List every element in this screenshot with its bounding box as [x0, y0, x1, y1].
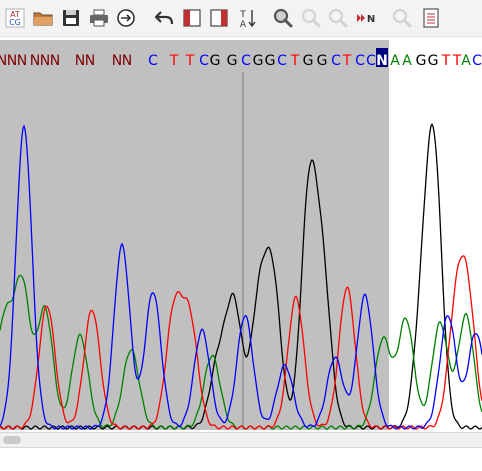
base-call[interactable]: C [199, 53, 209, 69]
magnifier-icon [273, 8, 293, 28]
zoom-button[interactable] [270, 5, 296, 31]
undo-button[interactable] [151, 5, 177, 31]
zoom-out-button[interactable] [325, 5, 351, 31]
trace-c [0, 124, 482, 430]
base-call[interactable]: C [277, 53, 287, 69]
base-call[interactable]: N [376, 53, 388, 69]
base-call[interactable]: T [441, 53, 451, 69]
trace-a [0, 274, 482, 430]
trim-right-button[interactable] [206, 5, 232, 31]
save-icon [63, 10, 79, 26]
next-n-button[interactable]: N [354, 5, 380, 31]
folder-icon [33, 12, 53, 26]
svg-text:A: A [240, 20, 247, 29]
svg-text:N: N [367, 14, 375, 25]
base-call[interactable]: N [40, 53, 50, 69]
save-button[interactable] [58, 5, 84, 31]
base-call[interactable]: N [0, 53, 7, 69]
left-bracket-icon [183, 9, 201, 27]
horizontal-scrollbar[interactable] [0, 432, 482, 448]
base-call[interactable]: T [169, 53, 179, 69]
find-button[interactable] [389, 5, 415, 31]
svg-text:T: T [239, 10, 246, 20]
base-call[interactable]: N [7, 53, 17, 69]
toolbar: AT CG T A N [0, 0, 482, 37]
print-button[interactable] [86, 5, 112, 31]
base-call[interactable]: N [30, 53, 40, 69]
circle-arrow-icon [117, 9, 135, 27]
reverse-complement-icon: TA [239, 10, 256, 29]
base-call[interactable]: G [253, 53, 264, 69]
chromatogram-trace[interactable] [0, 40, 482, 430]
base-call[interactable]: N [112, 53, 122, 69]
base-call[interactable]: N [50, 53, 60, 69]
base-call[interactable]: G [265, 53, 276, 69]
base-call[interactable]: C [355, 53, 365, 69]
base-call[interactable]: A [390, 53, 400, 69]
base-call[interactable]: G [428, 53, 439, 69]
sequence-format-button[interactable]: AT CG [2, 5, 28, 31]
open-button[interactable] [30, 5, 56, 31]
report-button[interactable] [418, 5, 444, 31]
base-call[interactable]: G [227, 53, 238, 69]
right-bracket-icon [210, 9, 228, 27]
trace-g [0, 122, 482, 430]
trim-left-button[interactable] [179, 5, 205, 31]
base-call[interactable]: A [461, 53, 471, 69]
base-call[interactable]: T [290, 53, 300, 69]
base-call[interactable]: C [472, 53, 482, 69]
selected-base-highlight [376, 48, 388, 67]
svg-text:AT: AT [10, 10, 20, 19]
printer-icon [90, 9, 108, 27]
base-call[interactable]: G [416, 53, 427, 69]
undo-arrow-icon [154, 11, 174, 25]
base-call[interactable]: G [303, 53, 314, 69]
base-call[interactable]: G [317, 53, 328, 69]
magnifier-minus-icon [328, 8, 348, 28]
base-call[interactable]: N [17, 53, 27, 69]
base-call[interactable]: T [185, 53, 195, 69]
search-icon [392, 8, 412, 28]
document-icon [423, 8, 439, 28]
magnifier-plus-icon [301, 8, 321, 28]
base-call[interactable]: G [210, 53, 221, 69]
base-call[interactable]: C [366, 53, 376, 69]
base-call[interactable]: T [342, 53, 352, 69]
status-bar [0, 448, 482, 471]
base-call[interactable]: C [241, 53, 251, 69]
base-call[interactable]: N [122, 53, 132, 69]
base-call[interactable]: A [402, 53, 412, 69]
fast-forward-icon: N [357, 14, 375, 25]
scrollbar-thumb[interactable] [3, 436, 21, 444]
trace-t [0, 255, 482, 430]
svg-text:CG: CG [9, 18, 21, 27]
base-call[interactable]: N [85, 53, 95, 69]
base-call[interactable]: T [452, 53, 462, 69]
base-call[interactable]: N [75, 53, 85, 69]
base-call[interactable]: C [148, 53, 158, 69]
go-to-button[interactable] [113, 5, 139, 31]
base-call[interactable]: C [331, 53, 341, 69]
zoom-in-button[interactable] [298, 5, 324, 31]
